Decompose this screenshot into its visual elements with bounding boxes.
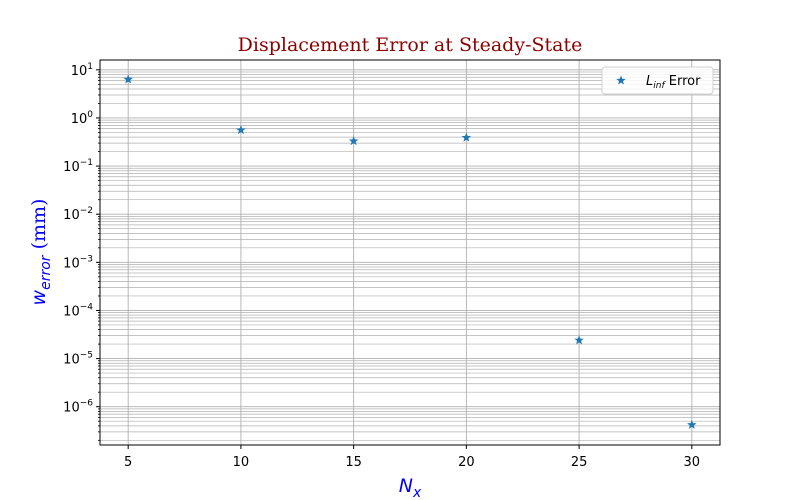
x-tick-label: 20 <box>458 455 475 470</box>
y-tick-label: 10−5 <box>63 351 93 368</box>
grid-lines <box>100 60 720 445</box>
y-axis-label: werror (mm) <box>28 199 54 306</box>
x-tick-label: 30 <box>684 455 701 470</box>
plot-frame <box>99 59 721 446</box>
data-points <box>123 74 697 429</box>
y-tick-label: 10−4 <box>63 302 93 319</box>
x-tick-label: 15 <box>345 455 362 470</box>
legend-marker <box>616 75 626 85</box>
axes <box>99 59 721 446</box>
y-tick-label: 10−6 <box>63 399 93 416</box>
x-tick-label: 5 <box>124 455 132 470</box>
legend-label: Linf Error <box>646 74 701 91</box>
x-tick-label: 10 <box>233 455 250 470</box>
data-point <box>574 335 584 345</box>
data-point <box>236 125 246 135</box>
y-tick-label: 10−2 <box>63 206 93 223</box>
x-tick-label: 25 <box>571 455 588 470</box>
x-axis-label: Nx <box>399 475 422 500</box>
y-tick-label: 100 <box>71 110 94 127</box>
x-axis-ticks: 5 10 15 20 25 30 <box>124 445 700 470</box>
data-point <box>461 132 472 142</box>
y-axis-ticks: 10−6 10−5 10−4 10−3 10−2 10−1 100 101 <box>63 62 100 441</box>
legend-box <box>601 66 714 95</box>
legend: Linf Error <box>601 66 714 95</box>
data-point <box>123 74 133 84</box>
chart-title: Displacement Error at Steady-State <box>238 34 583 56</box>
y-tick-label: 10−3 <box>63 254 93 271</box>
y-tick-label: 10−1 <box>63 158 93 175</box>
y-tick-label: 101 <box>71 62 93 79</box>
data-point <box>687 419 697 429</box>
data-point <box>348 136 359 146</box>
